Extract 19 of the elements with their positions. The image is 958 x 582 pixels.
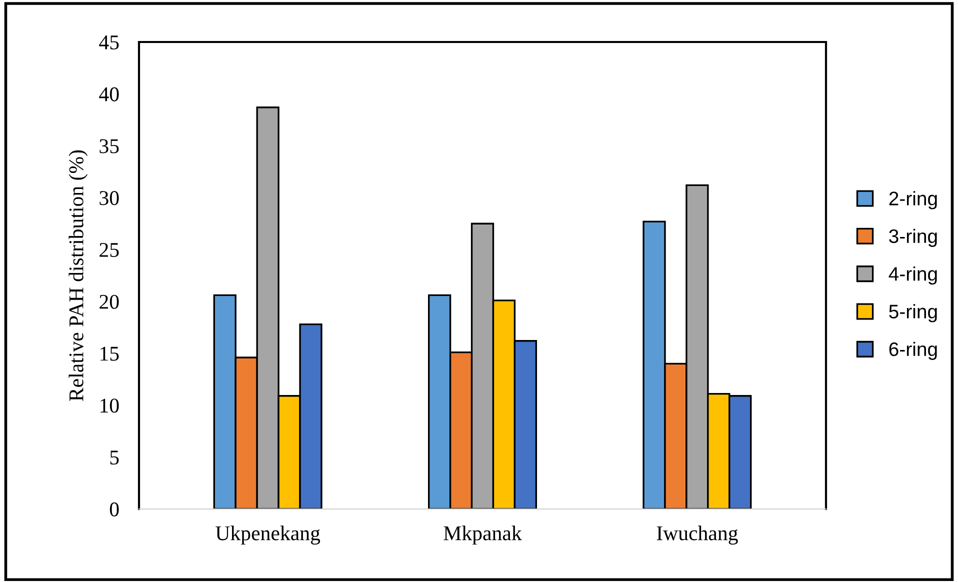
- y-tick-label: 40: [99, 87, 119, 102]
- x-tick-label: Ukpenekang: [216, 526, 320, 545]
- legend-label: 4-ring: [888, 266, 937, 285]
- y-axis-title: Relative PAH distribution (%): [68, 150, 88, 401]
- legend-label: 5-ring: [889, 304, 937, 322]
- legend-label: 3-ring: [889, 228, 937, 247]
- y-tick-label: 20: [100, 294, 119, 309]
- x-tick-label: Iwuchang: [656, 526, 738, 545]
- y-tick-label: 15: [100, 346, 119, 361]
- x-tick-label: Mkpanak: [444, 526, 522, 545]
- y-tick-label: 25: [100, 242, 119, 257]
- legend-label: 2-ring: [889, 191, 937, 210]
- y-tick-label: 5: [110, 450, 119, 465]
- y-tick-label: 10: [100, 398, 119, 413]
- y-tick-label: 35: [100, 139, 119, 154]
- y-tick-label: 30: [100, 191, 119, 206]
- y-tick-label: 0: [110, 502, 119, 516]
- legend-label: 6-ring: [889, 342, 937, 360]
- y-tick-label: 45: [99, 36, 119, 50]
